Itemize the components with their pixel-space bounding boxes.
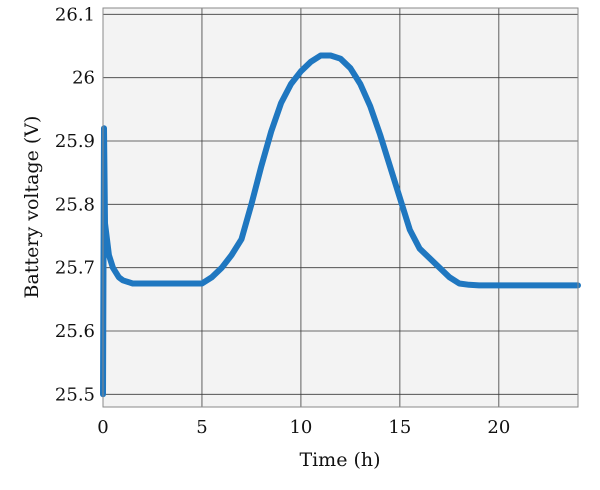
- x-tick-label: 0: [97, 417, 108, 438]
- plot-border: [102, 7, 579, 408]
- y-tick-label: 25.9: [55, 131, 95, 152]
- series-line-battery-voltage: [100, 52, 581, 398]
- plot-area: [103, 8, 578, 407]
- x-tick-label: 5: [196, 417, 207, 438]
- x-tick-label: 10: [289, 417, 312, 438]
- y-tick-label: 25.7: [55, 258, 95, 279]
- y-tick-label: 25.6: [55, 321, 95, 342]
- x-tick-label: 20: [487, 417, 510, 438]
- y-tick-label: 25.5: [55, 384, 95, 405]
- x-axis-title: Time (h): [299, 449, 380, 471]
- y-tick-label: 26.1: [55, 4, 95, 25]
- y-axis-ticks: 25.5 25.6 25.7 25.8 25.9 26 26.1: [55, 4, 95, 405]
- y-tick-label: 26: [72, 68, 95, 89]
- y-axis-title: Battery voltage (V): [21, 116, 43, 299]
- x-tick-label: 15: [388, 417, 411, 438]
- y-tick-label: 25.8: [55, 194, 95, 215]
- series-layer: [100, 52, 581, 398]
- x-axis-ticks: 0 5 10 15 20: [97, 417, 510, 438]
